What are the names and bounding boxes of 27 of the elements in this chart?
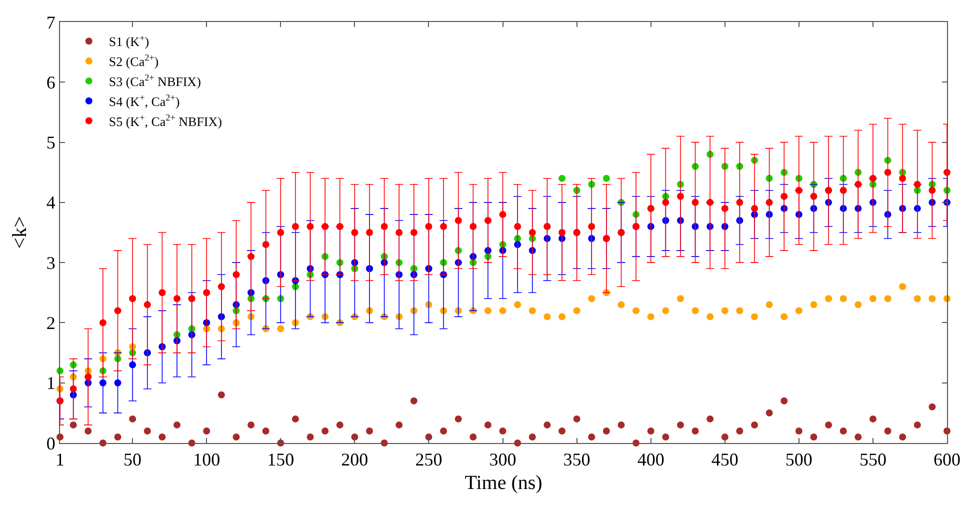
y-tick-label: 3	[46, 252, 56, 273]
y-tick-label: 7	[46, 12, 56, 32]
y-tick-label: 5	[46, 132, 56, 153]
x-tick-label: 550	[859, 450, 886, 470]
x-tick-label: 450	[711, 450, 738, 470]
y-tick-label: 0	[46, 433, 56, 454]
y-tick-label: 2	[46, 313, 56, 334]
x-tick-label: 500	[785, 450, 812, 470]
y-tick-label: 6	[46, 72, 56, 92]
y-axis-title: <k>	[8, 216, 31, 249]
legend-label: S4 (K$^{+}$, Ca$^{2+}$)	[108, 92, 180, 109]
x-tick-label: 400	[637, 450, 664, 470]
x-tick-label: 300	[489, 450, 516, 470]
x-axis-title: Time (ns)	[464, 472, 542, 494]
y-tick-label: 1	[46, 373, 56, 394]
x-tick-label: 600	[934, 450, 960, 470]
x-tick-label: 100	[193, 450, 220, 470]
legend-label: S1 (K$^{+}$)	[108, 32, 150, 50]
legend-label: S2 (Ca$^{2+}$)	[108, 52, 159, 70]
x-tick-label: 150	[267, 450, 294, 470]
x-tick-label: 350	[563, 450, 590, 470]
legend-label: S5 (K$^{+}$, Ca$^{2+}$ NBFIX)	[108, 112, 222, 129]
x-tick-label: 200	[341, 450, 368, 470]
legend-label: S3 (Ca$^{2+}$ NBFIX)	[108, 72, 201, 90]
y-tick-label: 4	[46, 192, 56, 213]
x-tick-label: 250	[415, 450, 442, 470]
x-tick-label: 50	[124, 450, 142, 470]
